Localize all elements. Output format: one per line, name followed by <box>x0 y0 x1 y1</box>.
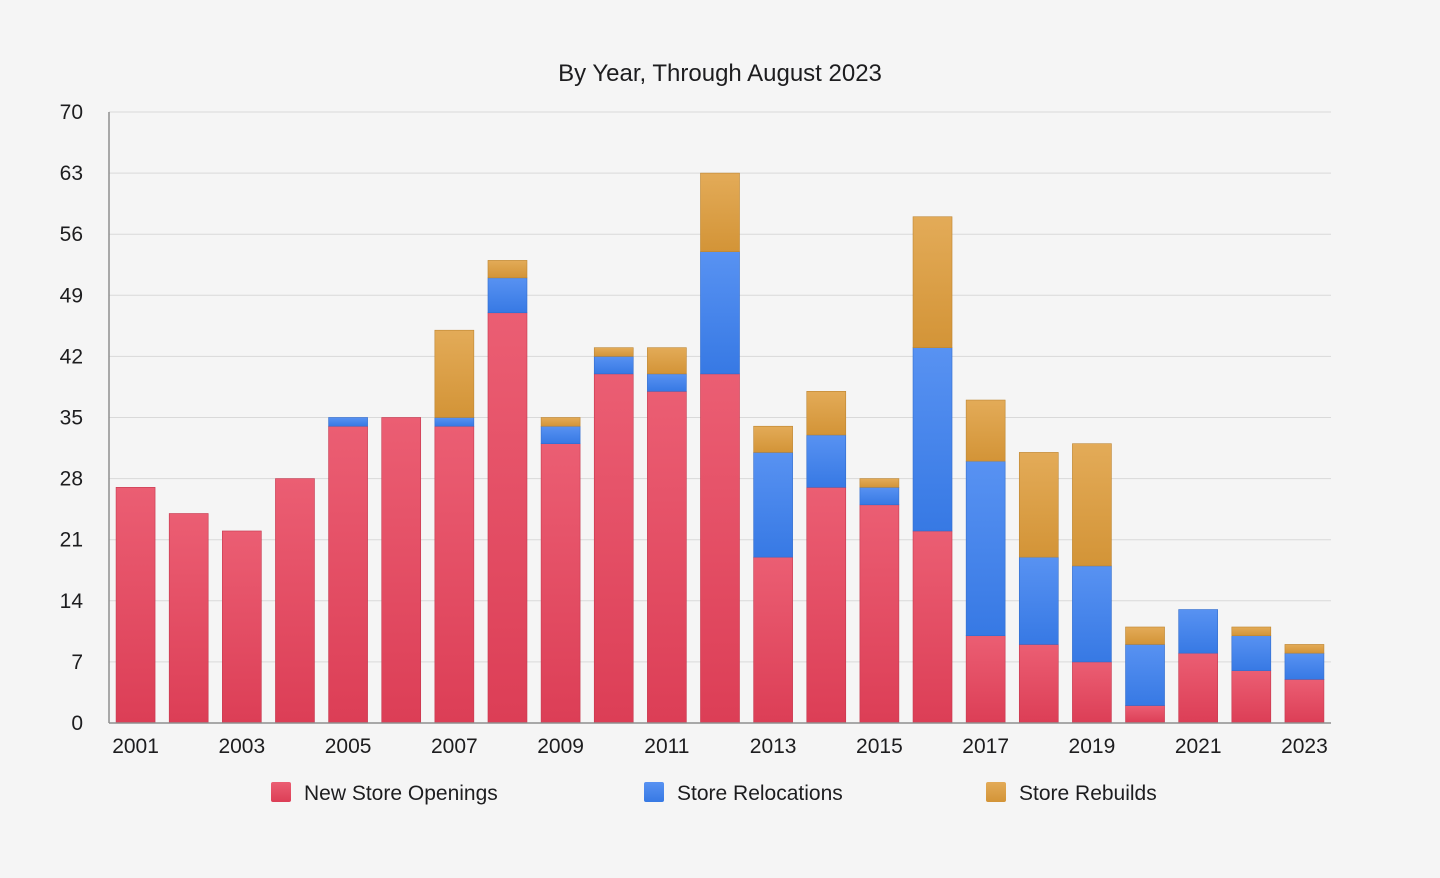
bar-2007-new-store-openings <box>434 425 475 724</box>
legend-swatch-store-relocations <box>644 782 664 802</box>
bar-2021-new-store-openings <box>1178 652 1218 724</box>
bar-2008-store-relocations <box>487 277 528 314</box>
bar-2005-store-relocations <box>328 417 368 427</box>
bar-2005-new-store-openings <box>328 425 368 724</box>
bar-2012-store-relocations <box>700 251 740 375</box>
x-tick-label-2011: 2011 <box>644 735 689 758</box>
bar-2021-store-relocations <box>1178 609 1218 654</box>
y-tick-label-0: 0 <box>71 712 83 735</box>
bar-2017-new-store-openings <box>965 635 1006 724</box>
y-tick-label-21: 21 <box>60 529 83 552</box>
bar-2022-new-store-openings <box>1231 670 1272 724</box>
bar-2015-new-store-openings <box>859 504 900 724</box>
axes <box>108 112 1331 724</box>
legend-swatch-store-rebuilds <box>986 782 1006 802</box>
bar-2007-store-relocations <box>434 417 475 427</box>
legend-swatch-new-store-openings <box>271 782 291 802</box>
x-tick-label-2021: 2021 <box>1175 735 1222 758</box>
bar-2009-new-store-openings <box>540 443 581 724</box>
bar-2011-store-relocations <box>647 373 687 392</box>
bar-2012-store-rebuilds <box>700 172 740 252</box>
bar-2023-store-relocations <box>1284 652 1325 680</box>
bar-2010-store-relocations <box>593 356 634 375</box>
legend-label-store-rebuilds: Store Rebuilds <box>1019 782 1157 805</box>
bars <box>115 172 1325 724</box>
bar-2013-new-store-openings <box>753 556 793 724</box>
chart-title: By Year, Through August 2023 <box>558 60 882 87</box>
bar-2014-new-store-openings <box>806 487 847 724</box>
x-tick-label-2017: 2017 <box>962 735 1009 758</box>
bar-2022-store-rebuilds <box>1231 626 1272 637</box>
y-tick-label-7: 7 <box>71 651 83 674</box>
legend-label-new-store-openings: New Store Openings <box>304 782 498 805</box>
bar-2018-store-relocations <box>1018 556 1059 645</box>
bar-2008-store-rebuilds <box>487 260 528 279</box>
x-tick-label-2001: 2001 <box>112 735 159 758</box>
bar-2019-store-relocations <box>1072 565 1112 663</box>
bar-2019-store-rebuilds <box>1072 443 1112 567</box>
bar-2002-new-store-openings <box>168 513 209 724</box>
x-tick-label-2005: 2005 <box>325 735 372 758</box>
legend: New Store Openings Store Relocations Store… <box>271 782 1157 805</box>
bar-2019-new-store-openings <box>1072 661 1112 724</box>
bar-2020-store-rebuilds <box>1125 626 1165 645</box>
y-tick-label-42: 42 <box>60 345 83 368</box>
bar-2009-store-rebuilds <box>540 417 581 427</box>
bar-2013-store-relocations <box>753 452 793 558</box>
x-tick-label-2023: 2023 <box>1281 735 1328 758</box>
bar-2023-new-store-openings <box>1284 679 1325 724</box>
y-tick-label-56: 56 <box>60 223 83 246</box>
x-tick-label-2009: 2009 <box>537 735 584 758</box>
bar-2010-new-store-openings <box>593 373 634 724</box>
bar-2014-store-rebuilds <box>806 391 847 436</box>
bar-2015-store-rebuilds <box>859 478 900 488</box>
y-tick-label-70: 70 <box>60 101 83 124</box>
bar-2007-store-rebuilds <box>434 329 475 418</box>
bar-2014-store-relocations <box>806 434 847 488</box>
bar-2017-store-relocations <box>965 460 1006 637</box>
bar-2020-new-store-openings <box>1125 705 1165 724</box>
y-axis-tick-labels: 0 7 14 21 28 35 42 49 56 63 70 <box>60 101 84 735</box>
x-tick-label-2015: 2015 <box>856 735 903 758</box>
bar-2006-new-store-openings <box>381 417 422 724</box>
legend-label-store-relocations: Store Relocations <box>677 782 843 805</box>
x-tick-label-2007: 2007 <box>431 735 478 758</box>
bar-2009-store-relocations <box>540 425 581 444</box>
bar-2004-new-store-openings <box>275 478 315 724</box>
bar-2001-new-store-openings <box>115 487 156 724</box>
y-tick-label-63: 63 <box>60 162 83 185</box>
bar-2011-store-rebuilds <box>647 347 687 375</box>
bar-2012-new-store-openings <box>700 373 740 724</box>
bar-2018-new-store-openings <box>1018 644 1059 724</box>
bar-2017-store-rebuilds <box>965 399 1006 462</box>
x-tick-label-2003: 2003 <box>218 735 265 758</box>
bar-2015-store-relocations <box>859 487 900 506</box>
y-tick-label-28: 28 <box>60 468 83 491</box>
bar-2020-store-relocations <box>1125 644 1165 706</box>
bar-2016-store-rebuilds <box>912 216 953 348</box>
bar-2016-new-store-openings <box>912 530 953 724</box>
bar-2011-new-store-openings <box>647 391 687 724</box>
bar-2008-new-store-openings <box>487 312 528 724</box>
bar-2010-store-rebuilds <box>593 347 634 357</box>
x-tick-label-2013: 2013 <box>750 735 797 758</box>
y-tick-label-49: 49 <box>60 284 83 307</box>
y-tick-label-14: 14 <box>60 590 84 613</box>
bar-2023-store-rebuilds <box>1284 644 1325 654</box>
bar-2022-store-relocations <box>1231 635 1272 671</box>
bar-2016-store-relocations <box>912 347 953 532</box>
bar-2013-store-rebuilds <box>753 425 793 453</box>
bar-2003-new-store-openings <box>222 530 262 724</box>
x-tick-label-2019: 2019 <box>1069 735 1116 758</box>
x-axis-tick-labels: 2001 2003 2005 2007 2009 2011 2013 2015 2017 2019… <box>112 735 1328 758</box>
y-tick-label-35: 35 <box>60 407 83 430</box>
bar-2018-store-rebuilds <box>1018 452 1059 558</box>
